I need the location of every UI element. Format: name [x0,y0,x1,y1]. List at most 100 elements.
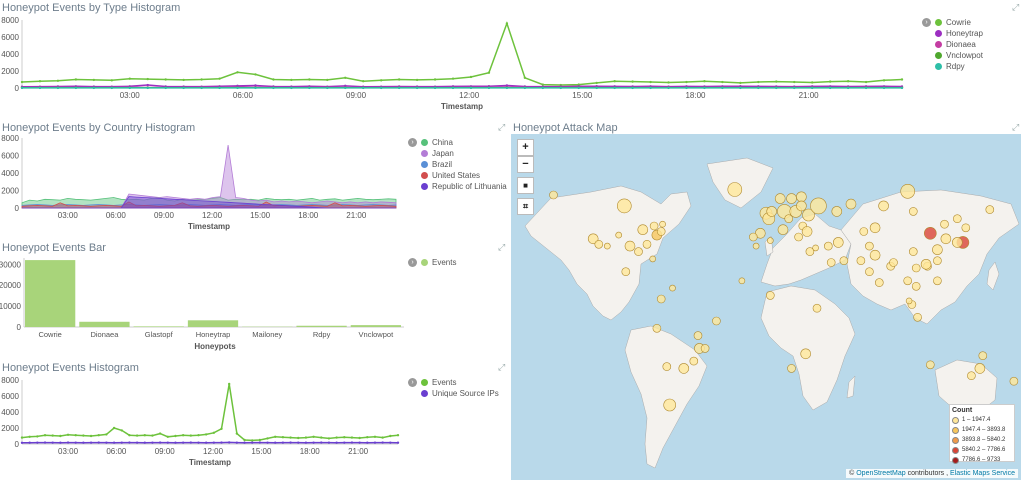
data-point [343,436,346,439]
x-tick-label: Dionaea [90,330,119,339]
legend-item[interactable]: Republic of Lithuania [408,181,507,192]
events-bar-chart: 0 10000 20000 30000 Cowrie Dionaea Glastopf Hon… [0,258,404,351]
data-point [189,441,193,444]
map-legend-item: 1 – 1947.4 [952,415,1012,425]
legend-item[interactable]: › Events [408,377,499,388]
expand-icon[interactable]: ⤢ [498,362,506,372]
legend-item[interactable]: › Cowrie [922,17,983,28]
map-marker [839,256,849,265]
data-point [320,436,323,439]
data-point [846,86,850,90]
series-area [22,196,396,209]
expand-icon[interactable]: ⤢ [498,122,506,132]
data-point [344,86,347,90]
data-point [289,436,292,439]
data-point [220,427,223,430]
map-marker [637,224,649,235]
expand-icon[interactable]: ⤢ [498,242,506,252]
map-legend-label: 1947.4 – 3893.8 [962,427,1006,433]
legend-item[interactable]: Brazil [408,159,507,170]
crop-tool-button[interactable]: ⌗ [517,198,534,215]
legend-item[interactable]: Unique Source IPs [408,388,499,399]
landmass-south-america [624,325,708,469]
map-marker [727,182,743,197]
data-point [304,436,308,439]
x-tick-label: Vnclowpot [359,330,395,339]
x-tick-label: 18:00 [300,447,321,456]
legend-item[interactable]: Japan [408,148,507,159]
zoom-in-button[interactable]: + [517,139,534,156]
data-point [74,434,77,437]
map-legend-item: 7786.6 – 9733 [952,455,1012,465]
x-tick-label: 03:00 [58,211,79,220]
data-point [793,80,796,84]
openstreetmap-link[interactable]: OpenStreetMap [856,470,906,477]
map-marker [700,344,710,353]
legend-label: Rdpy [946,62,965,71]
map-marker [923,227,937,240]
map-marker [869,249,881,261]
panel-title: Honeypot Events by Type Histogram [2,2,181,14]
data-point [381,436,384,439]
data-point [120,429,123,432]
data-point [59,434,62,438]
data-point [56,86,60,90]
legend-item[interactable]: United States [408,170,507,181]
data-point [297,441,300,444]
y-tick-label: 2000 [1,187,19,196]
map-marker [617,198,632,214]
bar [79,321,130,327]
map-marker [940,233,952,245]
x-tick-label: 03:00 [120,91,141,100]
elastic-maps-link[interactable]: Elastic Maps Service [950,470,1015,477]
data-point [274,435,277,438]
map-marker [800,348,812,360]
map-marker [865,241,874,251]
landmass-asia [840,189,1020,325]
fit-data-button[interactable]: ■ [517,177,534,194]
legend-item[interactable]: Rdpy [922,61,983,72]
data-point [254,84,257,87]
map-marker [796,191,807,203]
expand-icon[interactable]: ⤢ [1012,2,1020,12]
data-point [595,86,598,90]
legend-color-dot [935,52,942,59]
legend-item[interactable]: Dionaea [922,39,983,50]
map-marker [587,233,599,245]
attack-map[interactable] [511,134,1021,480]
series-area [22,144,397,209]
legend-toggle-icon[interactable]: › [408,138,417,147]
data-point [308,78,311,81]
y-tick-label: 10000 [0,302,22,311]
bar [350,325,401,327]
legend-item[interactable]: › China [408,137,507,148]
legend-item[interactable]: Vnclowpot [922,50,983,61]
legend-label: China [432,138,453,147]
legend-item[interactable]: › Events [408,257,456,268]
legend-toggle-icon[interactable]: › [922,18,931,27]
map-marker [693,331,703,340]
legend-toggle-icon[interactable]: › [408,378,417,387]
data-point [243,438,246,442]
data-point [312,435,315,438]
legend-label: Japan [432,149,454,158]
map-marker [794,232,803,242]
data-point [110,79,113,82]
map-marker [812,303,822,313]
zoom-out-button[interactable]: − [517,156,534,173]
data-point [128,77,131,80]
data-point [631,80,634,83]
world-map-svg[interactable] [511,134,1021,480]
data-point [397,78,401,81]
expand-icon[interactable]: ⤢ [1012,122,1020,132]
legend-item[interactable]: Honeytrap [922,28,983,39]
map-marker [908,207,918,216]
y-tick-label: 30000 [0,260,22,269]
data-point [703,80,706,83]
data-point [236,71,239,74]
legend-label: Dionaea [946,40,976,49]
x-tick-label: Glastopf [145,330,174,339]
data-point [20,80,24,84]
legend-toggle-icon[interactable]: › [408,258,417,267]
data-point [327,441,331,444]
